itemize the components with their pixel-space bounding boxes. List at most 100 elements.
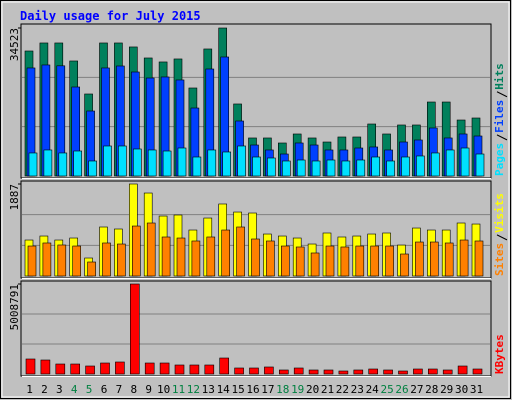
- bar: [192, 156, 202, 177]
- bar: [416, 155, 425, 177]
- bar: [401, 156, 410, 177]
- bar: [118, 145, 127, 177]
- chart-title: Daily usage for July 2015: [20, 9, 201, 23]
- bar: [472, 368, 483, 375]
- bar: [295, 246, 305, 277]
- bar: [43, 149, 53, 177]
- bar: [311, 160, 321, 177]
- legend-entry: Visits: [493, 193, 506, 233]
- bar: [103, 145, 112, 177]
- bar: [28, 152, 38, 177]
- bar: [296, 159, 306, 177]
- bar: [159, 362, 170, 375]
- x-tick-label: 20: [306, 383, 319, 396]
- x-tick-label: 3: [56, 383, 63, 396]
- x-tick-label: 26: [395, 383, 408, 396]
- legend: Sites Visits: [493, 193, 508, 276]
- x-tick-label: 17: [261, 383, 274, 396]
- bar: [42, 242, 52, 277]
- bar: [40, 359, 51, 375]
- legend: Pages Files Hits: [493, 63, 508, 176]
- bar: [341, 160, 351, 177]
- bar: [460, 147, 470, 177]
- legend-separator: [496, 91, 508, 98]
- x-tick-label: 27: [410, 383, 423, 396]
- x-tick-label: 2: [41, 383, 48, 396]
- legend-entry: Files: [493, 100, 506, 133]
- bar: [85, 365, 95, 375]
- bar: [176, 237, 186, 277]
- bar: [325, 245, 335, 277]
- bar: [161, 236, 171, 277]
- bar: [457, 365, 468, 375]
- bar: [266, 240, 275, 277]
- bar: [459, 239, 469, 277]
- bar: [427, 368, 438, 375]
- bar: [415, 241, 424, 277]
- x-tick-label: 4: [71, 383, 78, 396]
- bar: [117, 243, 126, 277]
- bar: [102, 242, 111, 277]
- bar: [236, 226, 245, 277]
- bar: [58, 152, 68, 177]
- bar: [100, 362, 110, 375]
- bar: [355, 245, 365, 277]
- legend-entry: Pages: [493, 143, 506, 176]
- bar: [429, 241, 439, 277]
- bar: [221, 229, 230, 277]
- bar: [146, 222, 156, 277]
- bar: [25, 358, 36, 375]
- x-tick-label: 7: [116, 383, 123, 396]
- x-tick-label: 5: [86, 383, 93, 396]
- bar: [371, 156, 381, 177]
- x-tick-label: 6: [101, 383, 108, 396]
- bar: [206, 236, 216, 277]
- bar: [162, 150, 172, 177]
- x-tick-label: 31: [470, 383, 483, 396]
- bar: [237, 145, 246, 177]
- bar: [191, 240, 201, 277]
- bar: [73, 150, 82, 177]
- y-tick-label: 1887: [8, 184, 21, 211]
- bar: [400, 253, 409, 277]
- bar: [174, 364, 185, 375]
- legend: KBytes: [493, 334, 506, 374]
- y-tick-label: 34523: [8, 28, 21, 61]
- y-tick-label: 5008791: [8, 284, 21, 330]
- bar: [280, 245, 290, 277]
- bar: [204, 364, 215, 375]
- bar: [189, 364, 200, 375]
- bar: [340, 246, 350, 277]
- bar: [27, 245, 37, 277]
- bar: [207, 149, 217, 177]
- bar: [474, 240, 484, 277]
- bar: [177, 147, 187, 177]
- x-tick-label: 21: [321, 383, 334, 396]
- x-tick-label: 12: [187, 383, 200, 396]
- bar: [338, 370, 349, 375]
- bar: [281, 160, 291, 177]
- bar: [264, 366, 274, 375]
- x-tick-label: 28: [425, 383, 438, 396]
- bar: [147, 149, 157, 177]
- bar: [323, 369, 334, 375]
- x-tick-label: 19: [291, 383, 304, 396]
- bar: [385, 245, 394, 277]
- x-tick-label: 10: [157, 383, 170, 396]
- x-tick-label: 18: [276, 383, 289, 396]
- x-tick-label: 13: [202, 383, 215, 396]
- x-tick-label: 8: [130, 383, 137, 396]
- bar: [249, 367, 259, 375]
- bar: [55, 363, 66, 375]
- bar: [430, 152, 440, 177]
- x-tick-label: 1: [26, 383, 33, 396]
- bar: [326, 159, 336, 177]
- legend-entry: Hits: [493, 63, 506, 90]
- legend-separator: [496, 234, 508, 241]
- bar: [386, 160, 395, 177]
- bar: [70, 363, 80, 375]
- bar: [88, 160, 97, 177]
- bar: [356, 159, 366, 177]
- bar: [368, 368, 379, 375]
